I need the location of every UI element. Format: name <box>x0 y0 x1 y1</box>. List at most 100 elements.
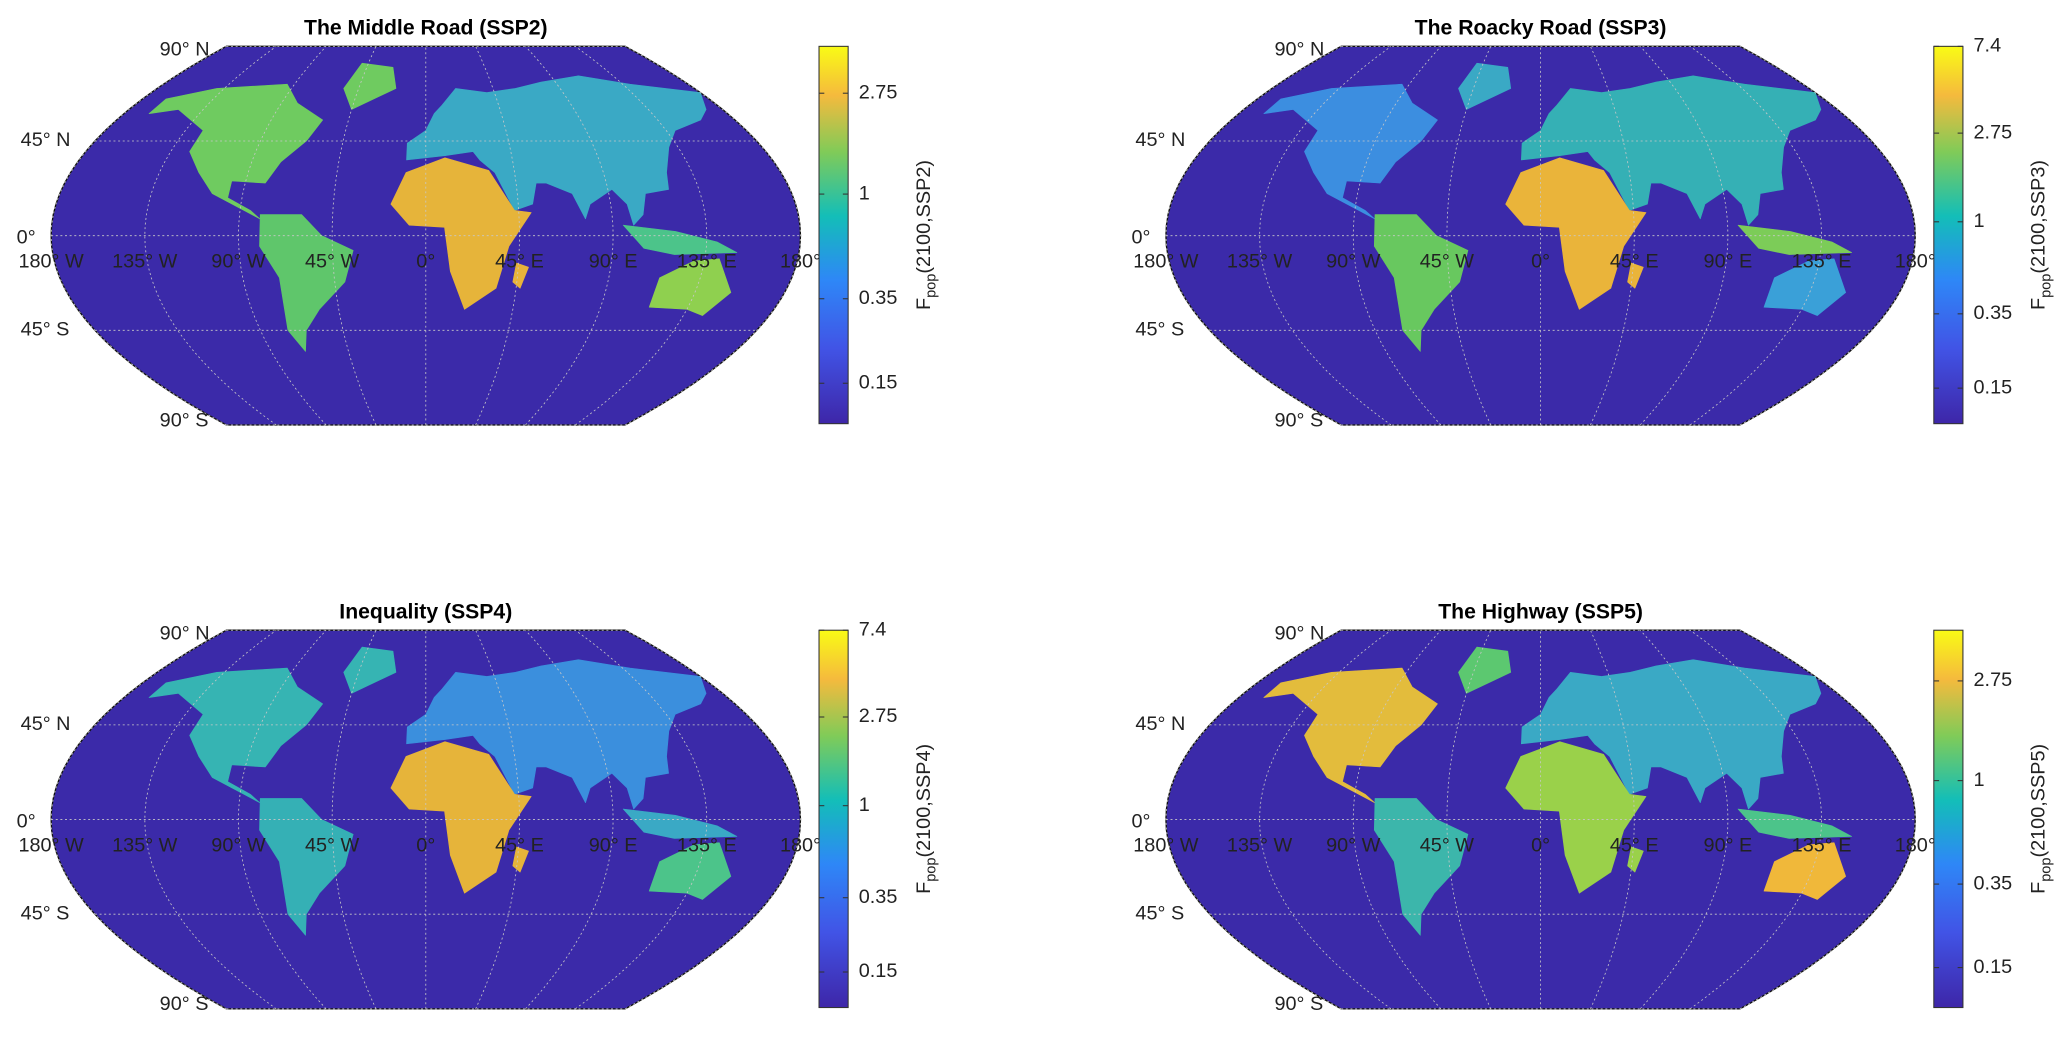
lat-label: 0° <box>1131 810 1150 832</box>
meridian <box>238 46 327 426</box>
meridian <box>1689 629 1822 1010</box>
land <box>1263 83 1438 220</box>
lat-label: 45° N <box>1135 713 1185 735</box>
colorbar-tick-label: 2.75 <box>1974 669 2013 691</box>
panel-title: Inequality (SSP4) <box>339 601 512 624</box>
land <box>1763 842 1846 900</box>
colorbar <box>1933 45 1964 425</box>
lon-label: 45° E <box>1610 250 1659 272</box>
lon-label: 135° W <box>1227 834 1293 856</box>
meridian <box>144 46 277 426</box>
land <box>1458 62 1512 110</box>
meridian <box>625 629 801 1010</box>
land <box>406 659 707 810</box>
lon-label: 180° <box>1895 834 1936 856</box>
meridian <box>1165 45 1342 426</box>
lon-label: 45° W <box>305 250 360 272</box>
land <box>1505 741 1647 894</box>
colorbar-tick-label: 1 <box>1974 210 1985 232</box>
label-sub: pop <box>923 274 939 298</box>
land <box>390 741 532 894</box>
label-args: (2100,SSP4) <box>913 744 935 858</box>
lon-label: 90° W <box>211 834 266 856</box>
lon-label: 45° E <box>1610 834 1659 856</box>
colorbar-tick-label: 0.15 <box>1974 376 2013 398</box>
meridian <box>1639 629 1729 1010</box>
land <box>148 83 324 220</box>
lon-label: 135° E <box>677 250 737 272</box>
land <box>1263 667 1438 804</box>
meridian <box>525 629 614 1010</box>
colorbar-tick-label: 0.15 <box>1974 956 2013 978</box>
lon-label: 135° E <box>1792 250 1852 272</box>
land <box>1373 798 1469 936</box>
label-main: F <box>913 298 935 310</box>
meridian <box>1259 46 1392 426</box>
meridian <box>238 629 327 1010</box>
colorbar-tick-label: 7.4 <box>1974 35 2002 57</box>
lon-label: 90° E <box>1704 834 1753 856</box>
lon-label: 45° W <box>305 834 360 856</box>
lat-label: 45° S <box>21 319 70 341</box>
lon-label: 0° <box>416 250 435 272</box>
colorbar-tick-label: 0.35 <box>1974 302 2013 324</box>
land <box>1737 808 1852 839</box>
lon-label: 45° E <box>495 834 544 856</box>
land <box>259 798 354 936</box>
colorbar-tick-label: 0.15 <box>859 960 898 982</box>
map-panel: 90° N 45° N 0° 45° S 90° S 180° W 135° W 90° W 4… <box>17 601 940 1016</box>
label-sub: pop <box>923 857 939 881</box>
lon-label: 45° W <box>1420 834 1475 856</box>
colorbar <box>1933 629 1964 1009</box>
colorbar-tick-label: 2.75 <box>859 81 898 103</box>
lat-label: 0° <box>1131 227 1150 249</box>
lon-label: 135° W <box>112 250 178 272</box>
meridian <box>475 46 520 426</box>
label-sub: pop <box>2038 274 2054 298</box>
lon-label: 90° E <box>1704 250 1753 272</box>
meridian <box>1739 629 1916 1010</box>
label-main: F <box>913 882 935 894</box>
land <box>648 842 732 900</box>
colorbar-tick-label: 0.35 <box>1974 872 2013 894</box>
label-main: F <box>2028 298 2050 310</box>
lon-label: 135° W <box>112 834 178 856</box>
lon-label: 180° <box>1895 250 1936 272</box>
panel-title: The Highway (SSP5) <box>1438 601 1643 624</box>
meridian <box>1165 629 1342 1010</box>
lat-label: 0° <box>17 810 36 832</box>
panel-title: The Roacky Road (SSP3) <box>1415 17 1667 40</box>
lon-label: 90° E <box>589 250 638 272</box>
lon-label: 180° W <box>18 250 84 272</box>
meridian <box>1639 46 1729 426</box>
meridian <box>575 629 708 1010</box>
meridian <box>1352 629 1442 1010</box>
colorbar-tick-label: 2.75 <box>1974 121 2013 143</box>
land <box>622 808 738 839</box>
lat-label: 45° N <box>21 129 71 151</box>
lat-label: 45° S <box>21 902 70 924</box>
colorbar <box>818 629 849 1009</box>
meridian <box>1352 46 1442 426</box>
land <box>1520 75 1822 226</box>
meridian <box>1739 45 1916 426</box>
lon-label: 90° E <box>589 834 638 856</box>
meridian <box>1446 46 1492 426</box>
label-sub: pop <box>2038 857 2054 881</box>
colorbar <box>818 45 849 425</box>
colorbar-label: Fpop(2100,SSP5) <box>2028 744 2054 894</box>
lat-label: 90° S <box>1274 409 1323 431</box>
land <box>343 62 397 110</box>
lat-label: 90° N <box>160 39 210 61</box>
land <box>406 75 707 226</box>
lon-label: 180° <box>780 834 821 856</box>
map-panel: 90° N 45° N 0° 45° S 90° S 180° W 135° W 90° W 4… <box>1131 601 2054 1016</box>
lat-label: 45° S <box>1135 319 1184 341</box>
land <box>648 258 732 316</box>
label-main: F <box>2028 882 2050 894</box>
panel-title: The Middle Road (SSP2) <box>304 17 548 40</box>
meridian <box>331 46 377 426</box>
colorbar-tick-label: 2.75 <box>859 705 898 727</box>
lat-label: 90° N <box>1274 622 1324 644</box>
